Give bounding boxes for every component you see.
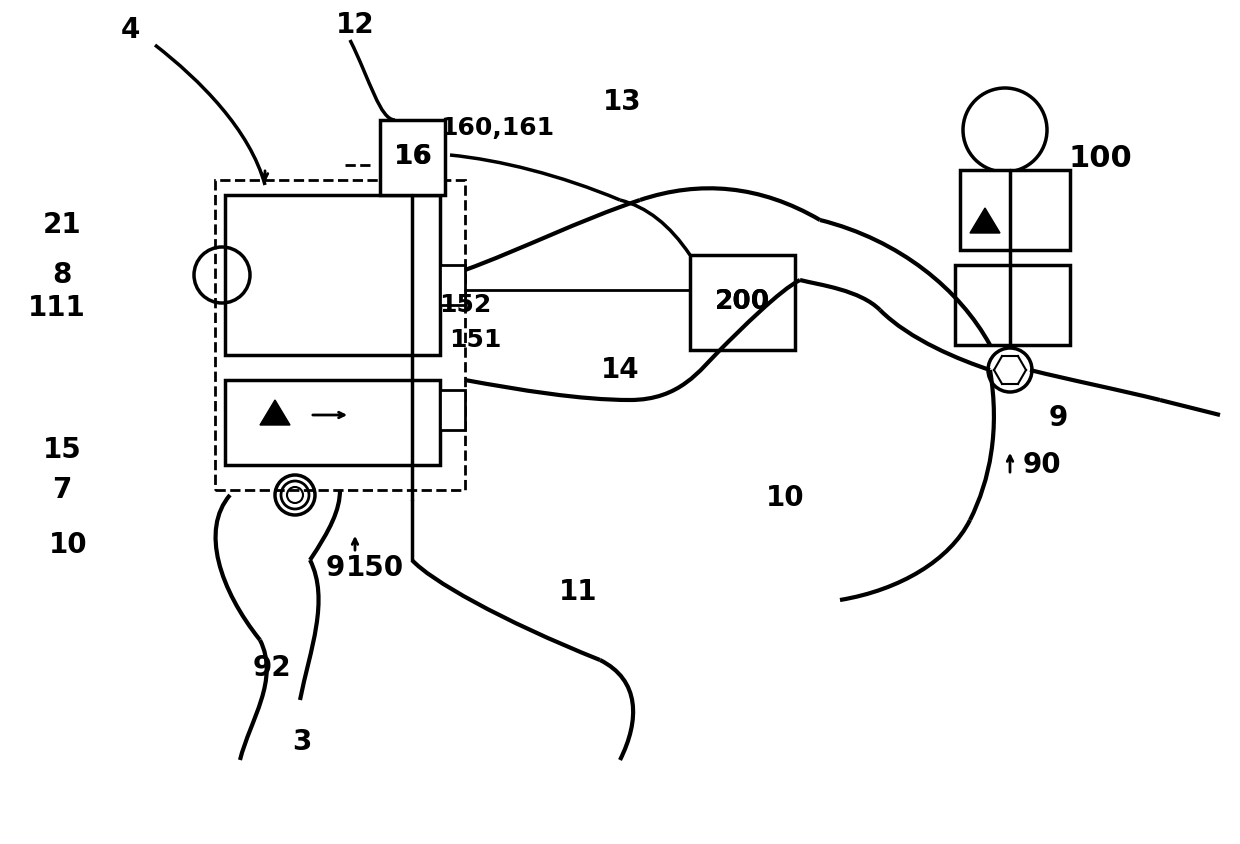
Text: 3: 3 [293,728,311,756]
Bar [440,390,465,430]
Text: 92: 92 [253,654,291,682]
Text: 151: 151 [449,328,501,352]
Text: 8: 8 [52,261,72,289]
Polygon shape [970,208,999,233]
Text: 200: 200 [714,289,770,315]
Text: 13: 13 [603,88,641,116]
Text: 12: 12 [336,11,374,39]
Text: 21: 21 [42,211,82,239]
Text: 150: 150 [346,554,404,582]
Text: 100: 100 [1068,143,1132,172]
Text: 200: 200 [714,289,770,315]
Bar [379,120,445,195]
Polygon shape [260,400,290,425]
Text: 111: 111 [29,294,86,322]
Bar [224,380,440,465]
Text: 11: 11 [559,578,598,606]
Text: 14: 14 [600,356,640,384]
Bar [955,265,1070,345]
Text: 16: 16 [394,144,432,170]
Text: 7: 7 [52,476,72,504]
Text: 9: 9 [1048,404,1068,432]
Text: 10: 10 [48,531,87,559]
Bar [215,180,465,490]
Text: 16: 16 [393,144,430,170]
Text: 9: 9 [325,554,345,582]
Text: 152: 152 [439,293,491,317]
Bar [224,195,440,355]
Text: 160,161: 160,161 [440,116,554,140]
Bar [689,255,795,350]
Bar [960,170,1070,250]
Text: 4: 4 [120,16,140,44]
Text: 90: 90 [1023,451,1061,479]
Text: 10: 10 [765,484,805,512]
Bar [440,265,465,305]
Text: 15: 15 [42,436,82,464]
